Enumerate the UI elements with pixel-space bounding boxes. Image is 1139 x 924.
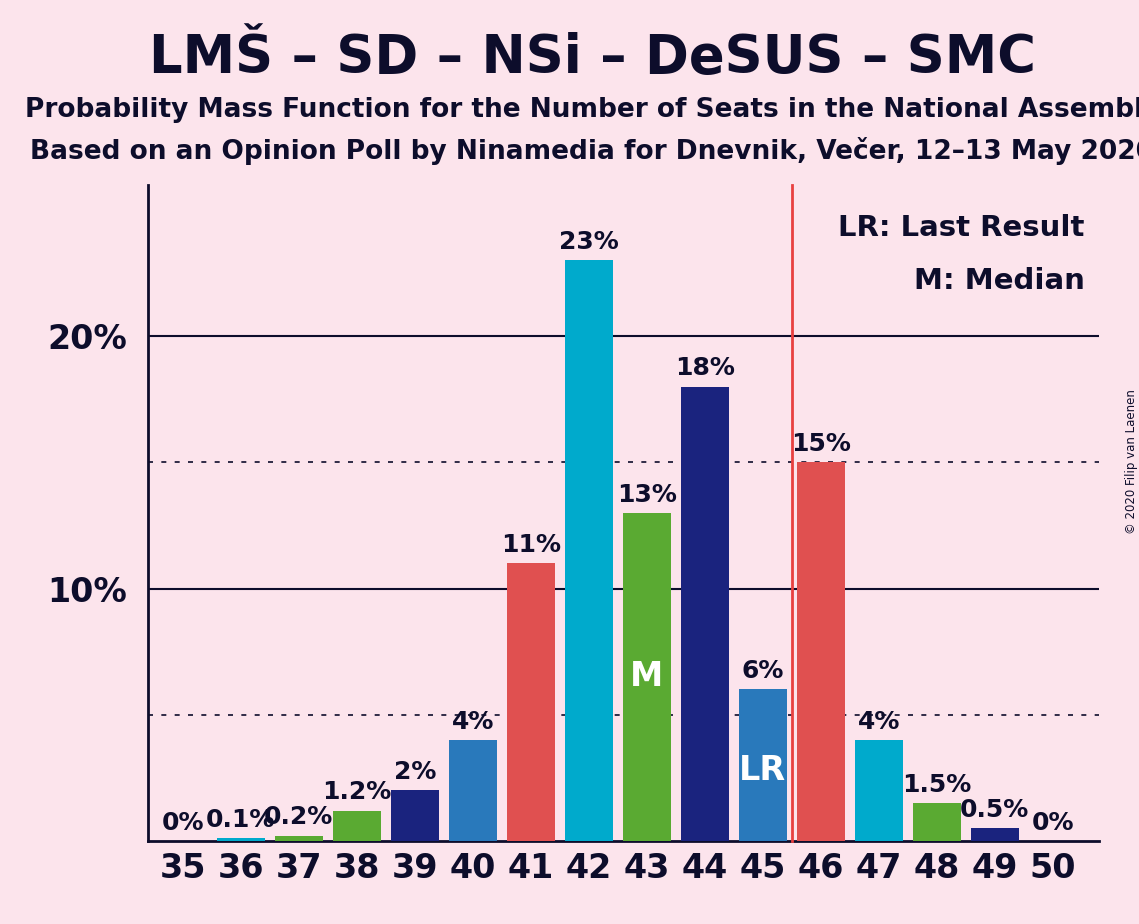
Text: © 2020 Filip van Laenen: © 2020 Filip van Laenen xyxy=(1124,390,1138,534)
Bar xyxy=(565,261,613,841)
Bar xyxy=(913,803,960,841)
Text: 0.1%: 0.1% xyxy=(206,808,276,832)
Text: 13%: 13% xyxy=(617,482,677,506)
Text: 0.2%: 0.2% xyxy=(264,806,334,830)
Bar xyxy=(391,790,439,841)
Bar xyxy=(855,740,902,841)
Text: 1.5%: 1.5% xyxy=(902,772,972,796)
Text: 0.5%: 0.5% xyxy=(960,798,1030,822)
Text: 0%: 0% xyxy=(1032,810,1074,834)
Text: M: Median: M: Median xyxy=(913,267,1084,295)
Text: 2%: 2% xyxy=(394,760,436,784)
Text: 11%: 11% xyxy=(501,533,560,557)
Bar xyxy=(449,740,497,841)
Bar xyxy=(797,462,844,841)
Text: 4%: 4% xyxy=(452,710,494,734)
Text: M: M xyxy=(630,661,663,693)
Text: 6%: 6% xyxy=(741,659,784,683)
Text: 23%: 23% xyxy=(559,230,618,254)
Text: 4%: 4% xyxy=(858,710,900,734)
Bar xyxy=(739,689,787,841)
Bar xyxy=(218,838,264,841)
Bar xyxy=(276,836,322,841)
Text: LR: LR xyxy=(739,754,786,786)
Text: 18%: 18% xyxy=(674,357,735,381)
Bar xyxy=(970,828,1018,841)
Bar xyxy=(681,386,729,841)
Bar xyxy=(623,513,671,841)
Bar xyxy=(507,564,555,841)
Text: 15%: 15% xyxy=(790,432,851,456)
Bar xyxy=(333,810,380,841)
Text: LR: Last Result: LR: Last Result xyxy=(838,214,1084,242)
Text: LMŠ – SD – NSi – DeSUS – SMC: LMŠ – SD – NSi – DeSUS – SMC xyxy=(149,32,1035,84)
Text: Probability Mass Function for the Number of Seats in the National Assembly: Probability Mass Function for the Number… xyxy=(25,97,1139,123)
Text: 1.2%: 1.2% xyxy=(322,780,392,804)
Text: 0%: 0% xyxy=(162,810,204,834)
Text: Based on an Opinion Poll by Ninamedia for Dnevnik, Večer, 12–13 May 2020: Based on an Opinion Poll by Ninamedia fo… xyxy=(31,137,1139,164)
